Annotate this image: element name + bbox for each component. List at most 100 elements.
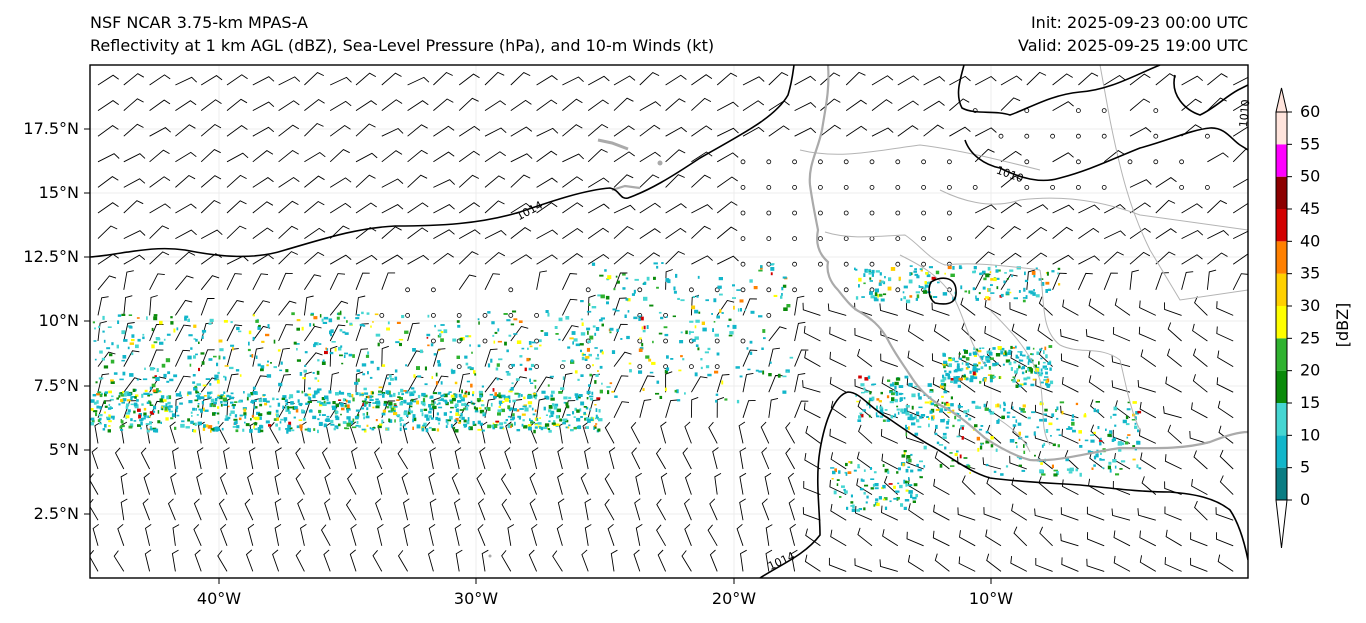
echo-cell (208, 322, 212, 325)
wind-barb (630, 422, 641, 444)
echo-cell (972, 287, 976, 291)
echo-cell (91, 419, 95, 423)
echo-cell (595, 423, 598, 425)
echo-cell (187, 355, 192, 360)
echo-cell (302, 417, 306, 421)
calm-wind-circle (921, 159, 926, 165)
echo-cell (285, 402, 289, 406)
echo-cell (957, 404, 961, 409)
wind-barb (923, 124, 944, 137)
echo-cell (1010, 345, 1013, 349)
echo-cell (694, 309, 699, 314)
echo-cell (905, 468, 909, 473)
echo-cell (449, 411, 452, 414)
echo-cell (96, 393, 100, 396)
echo-cell (270, 362, 272, 364)
echo-cell (440, 324, 445, 326)
echo-cell (216, 412, 220, 415)
echo-cell (222, 356, 226, 360)
echo-cell (431, 400, 434, 403)
echo-cell (585, 406, 589, 410)
echo-cell (207, 396, 212, 399)
echo-cell (1026, 376, 1031, 380)
calm-wind-circle (534, 364, 539, 370)
echo-cell (275, 409, 279, 413)
wind-barb (226, 174, 247, 188)
echo-cell (440, 338, 444, 342)
echo-cell (244, 414, 247, 419)
echo-cell (691, 305, 696, 310)
wind-barb (923, 100, 945, 111)
wind-barb (639, 202, 661, 214)
echo-cell (1011, 379, 1016, 382)
wind-barb (1103, 204, 1126, 214)
echo-cell (952, 409, 955, 412)
wind-barb (97, 373, 110, 393)
echo-cell (551, 390, 555, 394)
echo-cell (836, 483, 839, 486)
echo-cell (153, 367, 156, 370)
wind-barb (785, 447, 795, 470)
echo-cell (283, 417, 288, 421)
echo-cell (437, 329, 442, 332)
echo-cell (369, 376, 373, 379)
echo-cell (561, 360, 566, 362)
wind-barb (123, 153, 146, 163)
echo-cell (545, 310, 549, 313)
wind-barb (684, 472, 692, 495)
wind-barb (226, 324, 243, 342)
wind-barb (1217, 400, 1234, 419)
echo-cell (947, 419, 950, 423)
echo-cell (284, 399, 288, 403)
echo-cell (597, 370, 599, 372)
echo-cell (363, 416, 366, 420)
echo-cell (1099, 458, 1102, 461)
echo-cell (336, 316, 340, 320)
wind-barb (880, 428, 898, 444)
echo-cell (518, 393, 521, 397)
echo-cell (287, 424, 291, 429)
echo-cell (258, 324, 261, 327)
echo-cell (388, 410, 391, 412)
echo-cell (204, 424, 209, 428)
echo-cell (338, 390, 341, 395)
wind-barb (931, 302, 950, 316)
echo-cell (151, 344, 155, 349)
echo-cell (301, 326, 304, 331)
echo-cell (758, 370, 762, 373)
echo-cell (152, 427, 157, 430)
wind-barb (123, 295, 133, 316)
wind-barb (881, 505, 898, 521)
echo-cell (869, 397, 874, 402)
echo-cell (1052, 443, 1056, 447)
echo-cell (202, 384, 207, 387)
echo-cell (889, 500, 892, 503)
coastline (488, 65, 1248, 558)
echo-cell (1007, 351, 1012, 355)
echo-cell (393, 405, 398, 408)
echo-cell (470, 367, 474, 370)
echo-cell (197, 393, 202, 395)
wind-barb (587, 399, 601, 418)
echo-cell (412, 348, 416, 352)
echo-cell (1084, 439, 1089, 442)
echo-cell (259, 403, 263, 407)
echo-cell (1020, 408, 1025, 411)
echo-cell (887, 470, 890, 474)
wind-barb (303, 295, 314, 316)
echo-cell (1039, 348, 1042, 351)
calm-wind-circle (843, 287, 849, 293)
echo-cell (573, 427, 577, 430)
calm-wind-circle (534, 338, 539, 344)
wind-barb (295, 447, 305, 470)
echo-cell (426, 417, 430, 421)
echo-cell (572, 411, 575, 415)
echo-cell (157, 420, 161, 424)
echo-cell (346, 404, 350, 409)
echo-cell (874, 483, 879, 487)
echo-cell (506, 319, 511, 322)
echo-cell (511, 363, 515, 367)
wind-barb (768, 397, 779, 418)
echo-cell (225, 415, 228, 419)
echo-cell (981, 347, 985, 349)
